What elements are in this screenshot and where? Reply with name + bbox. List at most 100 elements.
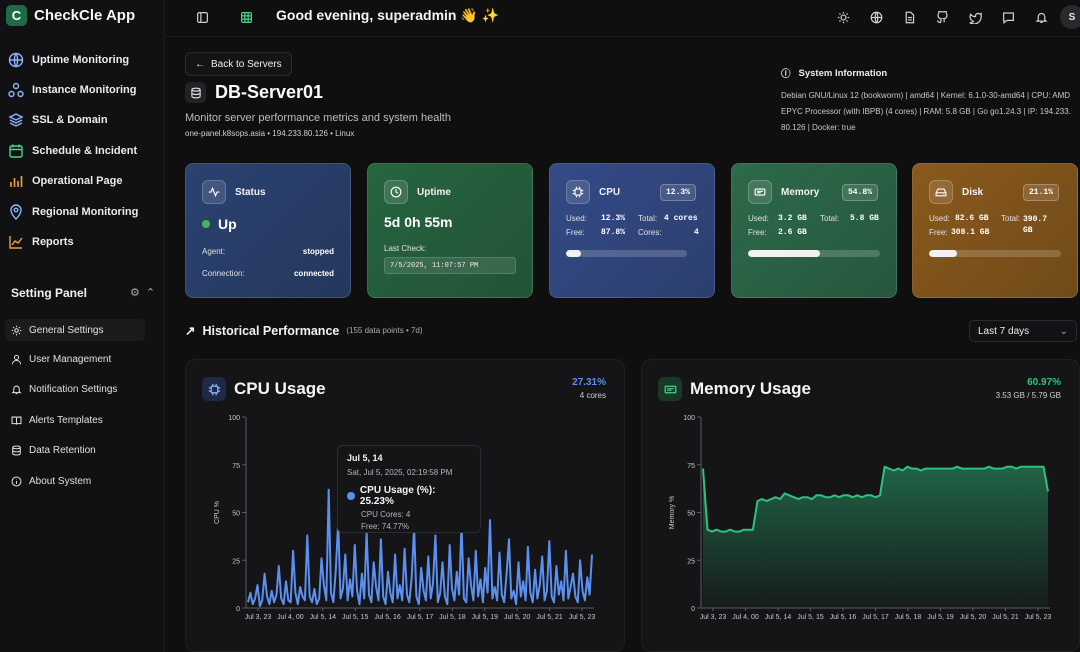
cpu-cores-value: 4 [694,228,699,237]
cpu-card-title: CPU [599,186,621,198]
settings-item-label: Alerts Templates [29,415,103,426]
github-icon[interactable] [932,7,952,27]
network-icon [8,82,24,98]
status-dot [202,220,210,228]
cpu-percent-badge: 12.3% [659,184,696,201]
last-check-value: 7/5/2025, 11:07:57 PM [384,257,516,274]
cpu-chart-series-line [247,488,593,608]
calendar-icon [9,144,23,158]
language-globe-icon[interactable] [866,7,886,27]
server-name: DB-Server01 [215,82,324,102]
disk-used-label: Used: [929,214,950,223]
settings-item-label: Notification Settings [29,384,118,395]
memory-current-percent: 60.97% [1027,377,1061,388]
server-title: DB-Server01 [185,82,323,103]
cpu-current-value: 27.31% 4 cores [572,377,606,400]
bell-icon[interactable] [1031,7,1051,27]
sidebar-item-operational-page[interactable]: Operational Page [8,173,122,189]
back-to-servers-button[interactable]: ← Back to Servers [185,52,292,76]
server-meta: one-panel.k8sops.asia • 194.233.80.126 •… [185,129,355,138]
chat-icon[interactable] [998,7,1018,27]
memory-icon [748,180,772,204]
cpu-used-value: 12.3% [601,214,626,223]
settings-item-label: About System [29,476,92,487]
brand[interactable]: C CheckCle App [6,5,135,26]
memory-card-title: Memory [781,186,820,198]
user-icon [11,354,22,365]
clock-icon [384,180,408,204]
settings-item-data-retention[interactable]: Data Retention [11,445,96,456]
bell-icon [11,385,22,395]
time-range-select[interactable]: Last 7 days ⌄ [969,320,1077,342]
layers-icon [8,113,24,127]
cpu-card-header: CPU [566,180,698,204]
cpu-chart-x-tick-label: Jul 5, 20 [504,614,531,621]
cpu-progress-bar [566,250,687,257]
agent-label: Agent: [202,247,226,256]
uptime-card-header: Uptime [384,180,516,204]
tooltip-series-value: CPU Usage (%): 25.23% [359,485,436,507]
series-dot [347,492,355,500]
gear-icon: ⚙ [130,287,140,299]
bar-chart-icon [10,176,23,187]
avatar[interactable]: S [1060,5,1080,29]
settings-item-notification[interactable]: Notification Settings [11,384,117,395]
sidebar-item-schedule-incident[interactable]: Schedule & Incident [8,143,137,159]
tooltip-title: Jul 5, 14 [347,453,383,463]
disk-card-header: Disk [929,180,1061,204]
memory-icon [658,377,682,401]
settings-item-about-system[interactable]: About System [11,476,91,487]
cpu-current-percent: 27.31% [572,377,606,388]
sidebar-item-ssl-domain[interactable]: SSL & Domain [8,112,108,128]
memory-chart-y-tick-label: 75 [687,463,695,470]
sidebar-item-reports[interactable]: Reports [8,234,74,250]
settings-item-user-management[interactable]: User Management [11,354,111,365]
memory-chart-y-tick-label: 25 [687,558,695,565]
tooltip-free: Free: 74.77% [361,522,410,531]
twitter-icon[interactable] [965,7,985,27]
disk-progress-fill [929,250,957,257]
tooltip-cores: CPU Cores: 4 [361,510,411,519]
status-card-title: Status [235,186,266,198]
grid-icon[interactable] [236,7,256,27]
settings-item-alerts-templates[interactable]: Alerts Templates [11,415,103,426]
settings-item-label: Data Retention [29,445,96,456]
cpu-chart-x-tick-label: Jul 5, 15 [342,614,369,621]
memory-used-label: Used: [748,214,769,223]
cpu-panel-title: CPU Usage [202,377,326,401]
theme-toggle-icon[interactable] [833,7,853,27]
line-chart-icon [9,236,23,249]
arrow-left-icon: ← [195,58,205,70]
cpu-free-value: 87.8% [601,228,626,237]
database-icon [12,445,21,456]
cpu-chart-x-tick-label: Jul 5, 23 [569,614,596,621]
docs-icon[interactable] [899,7,919,27]
settings-item-general[interactable]: General Settings [5,319,145,341]
memory-chart-x-tick-label: Jul 3, 23 [700,614,727,621]
cpu-cores-sub: 4 cores [579,391,606,400]
memory-percent-badge: 54.8% [841,184,878,201]
memory-chart-x-tick-label: Jul 5, 19 [927,614,954,621]
settings-section-toggle[interactable]: ⚙ ⌃ [130,286,155,299]
globe-icon [8,52,24,68]
disk-percent-badge: 21.1% [1022,184,1059,201]
disk-card-title: Disk [962,186,984,198]
activity-icon [202,180,226,204]
tooltip-time: Sat, Jul 5, 2025, 02:19:58 PM [347,468,453,477]
sidebar-item-instance-monitoring[interactable]: Instance Monitoring [8,82,137,98]
memory-chart-x-tick-label: Jul 5, 20 [960,614,987,621]
sidebar-item-uptime-monitoring[interactable]: Uptime Monitoring [8,52,129,68]
top-bar [165,0,1080,37]
chevron-up-icon: ⌃ [145,287,156,299]
memory-chart-series-line [702,465,1049,533]
cpu-chart-x-tick-label: Jul 5, 16 [374,614,401,621]
sidebar-toggle-icon[interactable] [192,7,212,27]
system-info-label: System Information [798,67,888,79]
database-icon [185,82,206,103]
settings-item-label: General Settings [29,324,104,336]
tooltip-series: CPU Usage (%): 25.23% [347,485,471,507]
sidebar-item-regional-monitoring[interactable]: Regional Monitoring [8,204,138,220]
cpu-chart-y-tick-label: 0 [236,606,240,613]
historical-performance-title: ↗ Historical Performance (155 data point… [185,323,423,339]
cpu-chart-y-tick-label: 100 [228,415,240,422]
